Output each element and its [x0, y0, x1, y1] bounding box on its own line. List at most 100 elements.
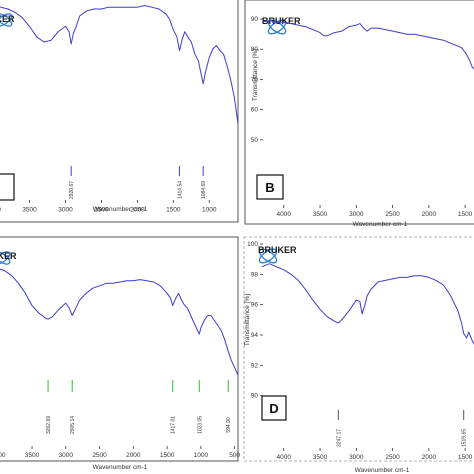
x-axis-label: Wavenumber cm-1 — [93, 206, 148, 213]
panel-b-x-axis: 4000 3500 3000 2500 2000 1500 — [277, 205, 473, 218]
y-tick-label: 100 — [247, 241, 258, 248]
peak-label: 1519.65 — [462, 429, 468, 447]
x-tick-label: 1500 — [166, 207, 181, 214]
panel-c-peak-markers: 3262.69 2905.14 1417.01 1023.05 594.90 — [46, 380, 232, 434]
panel-a-frame — [0, 0, 239, 223]
x-tick-label: 1500 — [458, 454, 473, 461]
x-tick-label: 1000 — [194, 452, 209, 459]
x-tick-label: 3000 — [349, 454, 364, 461]
logo-orbit-icon — [258, 248, 278, 264]
logo-orbit-icon — [0, 13, 13, 27]
y-tick-label: 90 — [251, 393, 259, 400]
spectrum-line — [0, 5, 239, 124]
peak-label: 594.90 — [226, 417, 232, 433]
panel-c: BRUKER 3262.69 2905.14 1417.01 1023.05 594.9… — [0, 236, 240, 471]
peak-label: 3247.17 — [336, 429, 342, 447]
y-tick-label: 50 — [251, 137, 259, 144]
x-tick-label: 3000 — [59, 452, 74, 459]
y-tick-label: 80 — [251, 46, 259, 53]
x-tick-label: 1500 — [458, 211, 473, 218]
x-axis-label: Wavenumber cm-1 — [353, 221, 408, 228]
bruker-logo: BRUKER — [262, 16, 301, 35]
panel-b: BRUKER 90 80 70 60 50 Transmittance [%] 4000… — [244, 0, 474, 228]
x-axis-label: Wavenumber cm-1 — [355, 467, 410, 474]
panel-d: BRUKER 100 98 96 94 92 90 Transmittance [%] 3… — [243, 236, 474, 474]
x-tick-label: 1500 — [160, 452, 175, 459]
logo-text: BRUKER — [0, 251, 17, 261]
y-tick-label: 94 — [251, 332, 259, 339]
peak-label: 1417.01 — [171, 416, 177, 434]
y-tick-label: 60 — [251, 107, 259, 114]
x-tick-label: 1000 — [202, 207, 217, 214]
peak-label: 2920.67 — [69, 181, 75, 199]
panel-c-frame — [0, 236, 239, 462]
x-tick-label: 4000 — [277, 211, 292, 218]
peak-label: 3262.69 — [46, 416, 52, 434]
panel-a-spectrum — [0, 5, 239, 124]
peak-label: 1414.54 — [177, 181, 183, 199]
panel-d-letter-box — [261, 395, 287, 421]
panel-a-letter-box — [0, 173, 15, 201]
x-tick-label: 3500 — [313, 211, 328, 218]
peak-label: 1084.69 — [201, 181, 207, 199]
bruker-logo: BRUKER — [0, 13, 15, 27]
x-tick-label: 2500 — [92, 452, 107, 459]
spectrum-line — [261, 263, 474, 345]
x-tick-label: 500 — [229, 452, 240, 459]
logo-orbit-icon — [267, 19, 287, 35]
y-tick-label: 70 — [251, 76, 259, 83]
x-tick-label: 3500 — [22, 207, 37, 214]
panel-b-frame — [244, 0, 474, 225]
panel-b-spectrum — [261, 20, 474, 70]
panel-b-letter-box — [256, 174, 284, 200]
y-tick-label: 92 — [251, 362, 259, 369]
x-tick-label: 2000 — [130, 207, 145, 214]
x-tick-label: 2500 — [385, 211, 400, 218]
x-tick-label: 2500 — [94, 207, 109, 214]
panel-b-letter: B — [265, 180, 274, 195]
x-tick-label: 3000 — [349, 211, 364, 218]
panel-a-peak-markers: 2920.67 1414.54 1084.69 — [69, 166, 207, 199]
x-tick-label: 4000 — [0, 207, 1, 214]
panel-a: BRUKER 2920.67 1414.54 1084.69 4000 3500 300… — [0, 0, 239, 223]
y-axis-label: Transmittance [%] — [252, 49, 259, 101]
bruker-logo: BRUKER — [258, 245, 297, 264]
y-tick-label: 96 — [251, 302, 259, 309]
x-tick-label: 2000 — [422, 211, 437, 218]
logo-text: BRUKER — [258, 245, 297, 255]
logo-text: BRUKER — [0, 14, 15, 24]
panel-d-spectrum — [261, 263, 474, 345]
x-tick-label: 2000 — [422, 454, 437, 461]
logo-orbit-icon — [0, 251, 11, 265]
panel-d-letter: D — [269, 401, 278, 416]
spectrum-line — [0, 268, 239, 376]
x-tick-label: 3500 — [313, 454, 328, 461]
x-axis-label: Wavenumber cm-1 — [93, 464, 148, 471]
bruker-logo: BRUKER — [0, 251, 17, 265]
y-tick-label: 98 — [251, 271, 259, 278]
logo-orbit-icon — [258, 248, 278, 264]
panel-d-peak-markers: 3247.17 1519.65 — [336, 410, 468, 447]
panel-d-frame — [243, 236, 474, 462]
logo-orbit-icon — [0, 251, 11, 265]
panel-d-y-axis: 100 98 96 94 92 90 — [247, 241, 263, 400]
peak-label: 2905.14 — [70, 416, 76, 434]
y-axis-label: Transmittance [%] — [244, 294, 251, 346]
peak-label: 1023.05 — [197, 416, 203, 434]
panel-c-spectrum — [0, 268, 239, 376]
logo-text: BRUKER — [262, 16, 301, 26]
panel-d-x-axis: 4000 3500 3000 2500 2000 1500 — [277, 448, 473, 461]
x-tick-label: 3500 — [25, 452, 40, 459]
panel-c-x-axis: 4000 3500 3000 2500 2000 1500 1000 500 — [0, 446, 240, 459]
x-tick-label: 4000 — [277, 454, 292, 461]
panel-a-x-axis: 4000 3500 3000 2500 2000 1500 1000 — [0, 200, 217, 214]
spectrum-line — [261, 20, 474, 70]
x-tick-label: 4000 — [0, 452, 6, 459]
x-tick-label: 3000 — [58, 207, 73, 214]
panel-b-y-axis: 90 80 70 60 50 — [251, 16, 263, 144]
logo-orbit-icon — [267, 19, 287, 35]
x-tick-label: 2000 — [126, 452, 141, 459]
logo-orbit-icon — [0, 13, 13, 27]
y-tick-label: 90 — [251, 16, 259, 23]
